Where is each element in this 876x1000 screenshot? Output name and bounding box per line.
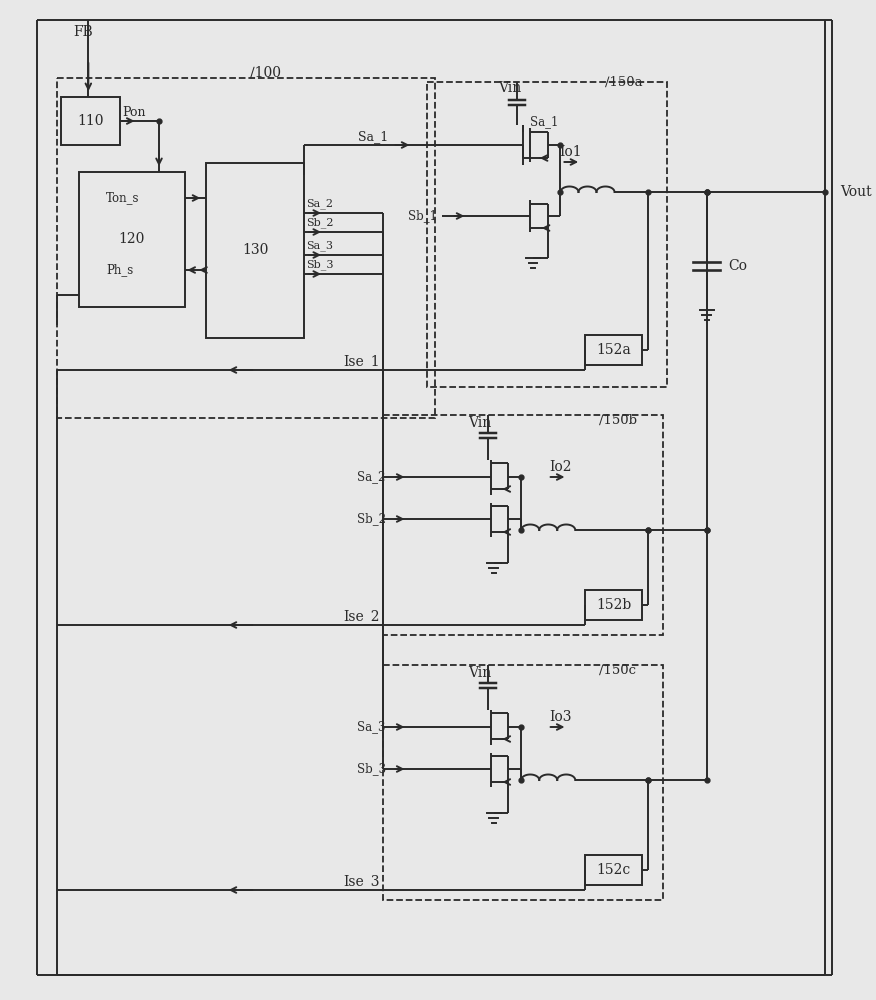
Text: Io3: Io3 (550, 710, 572, 724)
Text: Vin: Vin (498, 81, 521, 95)
Text: Co: Co (728, 259, 747, 273)
Bar (206, 163, 304, 338)
Bar (585, 590, 642, 620)
Text: Io1: Io1 (560, 145, 583, 159)
Text: 152c: 152c (597, 863, 631, 877)
Text: 130: 130 (242, 243, 268, 257)
Bar (585, 335, 642, 365)
Bar (383, 665, 662, 900)
Text: Sa_3: Sa_3 (307, 241, 333, 251)
Text: ∕150a: ∕150a (604, 76, 642, 89)
Text: Sa_1: Sa_1 (530, 115, 558, 128)
Bar (427, 82, 668, 387)
Text: 152a: 152a (597, 343, 631, 357)
Text: 152b: 152b (596, 598, 631, 612)
Text: Ton_s: Ton_s (106, 192, 139, 205)
Text: 110: 110 (77, 114, 103, 128)
Text: Ise_2: Ise_2 (343, 610, 380, 624)
Text: Sb_3: Sb_3 (357, 762, 385, 776)
Text: Io2: Io2 (550, 460, 572, 474)
Text: Ph_s: Ph_s (106, 263, 133, 276)
Text: Sb_1: Sb_1 (408, 210, 437, 223)
Text: Sa_2: Sa_2 (307, 199, 333, 209)
Bar (57, 78, 434, 418)
Bar (383, 415, 662, 635)
Text: ∕150b: ∕150b (599, 414, 637, 426)
Text: Vout: Vout (840, 185, 872, 199)
Text: 120: 120 (118, 232, 145, 246)
Bar (60, 97, 120, 145)
Text: Sb_2: Sb_2 (307, 218, 334, 228)
Text: Ise_3: Ise_3 (343, 875, 380, 889)
Text: FB: FB (74, 25, 94, 39)
Text: Ise_1: Ise_1 (343, 355, 380, 369)
Text: ∕100: ∕100 (251, 66, 281, 80)
Text: Sb_3: Sb_3 (307, 260, 334, 270)
Text: Sb_2: Sb_2 (357, 512, 385, 526)
Text: Vin: Vin (468, 666, 491, 680)
Text: Sa_2: Sa_2 (357, 471, 385, 484)
Text: Vin: Vin (468, 416, 491, 430)
Bar (79, 172, 185, 307)
Text: Sa_3: Sa_3 (357, 720, 385, 734)
Bar (585, 855, 642, 885)
Text: Sa_1: Sa_1 (358, 130, 388, 143)
Text: Pon: Pon (123, 105, 146, 118)
Text: ∕150c: ∕150c (599, 664, 636, 676)
